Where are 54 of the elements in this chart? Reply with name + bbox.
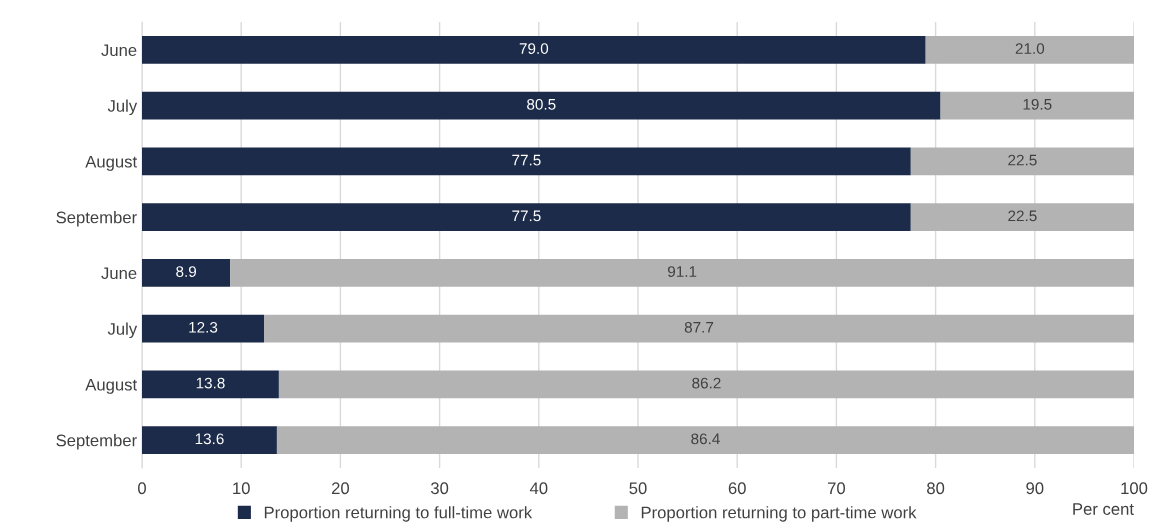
x-tick-label: 50 bbox=[629, 482, 647, 495]
x-tick-label: 0 bbox=[138, 482, 146, 495]
bar bbox=[276, 426, 1134, 455]
data-label: 79.0 bbox=[519, 43, 549, 54]
data-label: 86.4 bbox=[691, 433, 720, 445]
bar bbox=[142, 258, 231, 287]
bar bbox=[940, 91, 1134, 120]
data-label: 8.9 bbox=[176, 266, 197, 277]
data-label: 77.5 bbox=[512, 210, 541, 222]
x-tick-label: 20 bbox=[331, 482, 350, 495]
y-tick-label: June bbox=[101, 267, 137, 280]
x-tick-label: 100 bbox=[1121, 482, 1148, 495]
x-tick-label: 40 bbox=[529, 482, 548, 495]
bar bbox=[142, 426, 277, 455]
bar bbox=[142, 35, 926, 64]
bar bbox=[142, 91, 941, 120]
x-tick-label: 70 bbox=[827, 482, 846, 495]
bar bbox=[278, 370, 1134, 399]
y-tick-label: August bbox=[85, 378, 138, 394]
y-tick-label: August bbox=[85, 155, 138, 171]
bar bbox=[910, 203, 1134, 232]
data-label: 19.5 bbox=[1023, 98, 1052, 110]
bar bbox=[142, 203, 911, 232]
data-label: 21.0 bbox=[1015, 43, 1045, 54]
data-label: 22.5 bbox=[1008, 210, 1037, 222]
x-tick-label: 80 bbox=[927, 482, 945, 495]
bar bbox=[925, 35, 1134, 64]
x-tick-label: 60 bbox=[728, 482, 746, 495]
data-label: 13.6 bbox=[195, 433, 224, 445]
y-tick-label: July bbox=[107, 99, 138, 116]
data-label: 22.5 bbox=[1008, 154, 1037, 166]
bar bbox=[142, 370, 279, 399]
bar bbox=[142, 314, 265, 343]
data-label: 12.3 bbox=[189, 321, 218, 333]
legend-label: Proportion returning to part-time work bbox=[641, 506, 917, 522]
y-tick-label: June bbox=[101, 44, 137, 57]
data-label: 86.2 bbox=[692, 377, 721, 389]
bar bbox=[264, 314, 1134, 343]
data-label: 13.8 bbox=[196, 377, 225, 389]
x-axis-title: Per cent bbox=[1073, 503, 1134, 515]
x-tick-label: 30 bbox=[430, 482, 449, 495]
y-tick-label: September bbox=[56, 434, 137, 450]
bar bbox=[230, 258, 1134, 287]
data-label: 87.7 bbox=[684, 321, 714, 333]
data-label: 91.1 bbox=[667, 266, 697, 277]
x-tick-label: 10 bbox=[233, 482, 250, 495]
data-label: 80.5 bbox=[527, 98, 556, 110]
y-tick-label: July bbox=[107, 322, 138, 339]
x-tick-label: 90 bbox=[1026, 482, 1044, 495]
data-label: 77.5 bbox=[512, 154, 541, 166]
bar bbox=[142, 147, 911, 176]
bar bbox=[910, 147, 1134, 176]
y-tick-label: September bbox=[56, 211, 137, 227]
legend-label: Proportion returning to full-time work bbox=[264, 506, 533, 522]
